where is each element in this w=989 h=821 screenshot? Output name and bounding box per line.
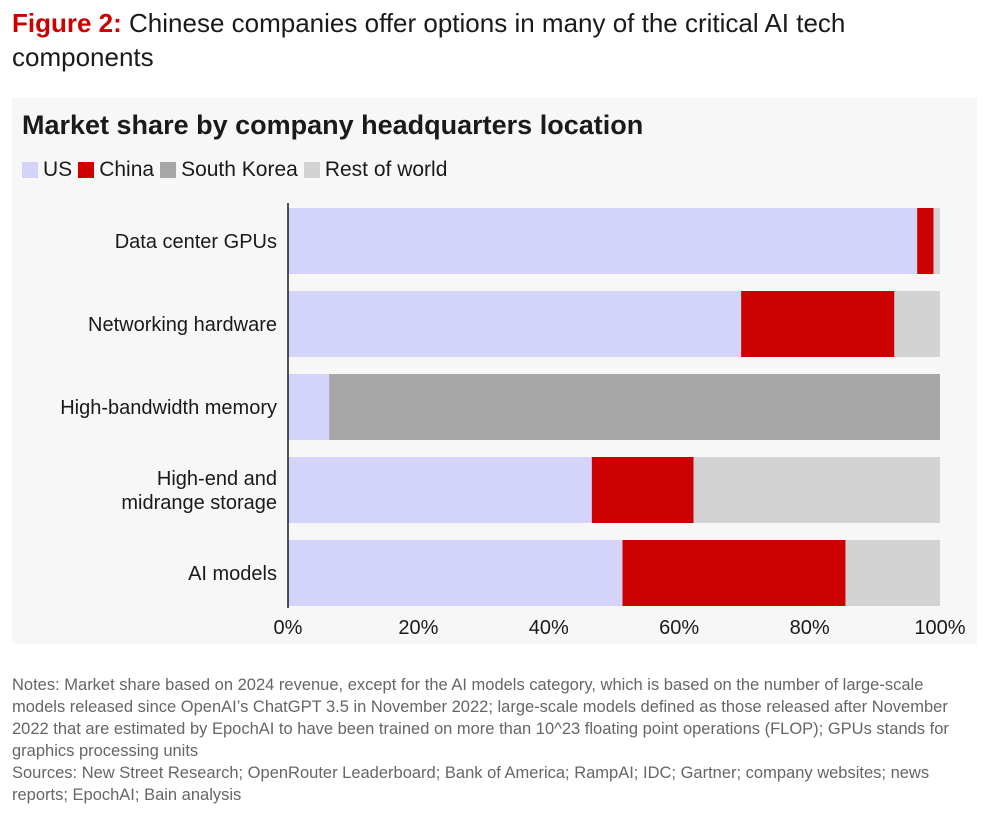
sources: Sources: New Street Research; OpenRouter… bbox=[12, 764, 930, 804]
x-tick-label-0: 0% bbox=[274, 617, 303, 639]
legend-item-0: US bbox=[22, 158, 72, 182]
legend-item-1: China bbox=[78, 158, 154, 182]
bar-3-0 bbox=[288, 457, 592, 523]
x-tick-label-1: 20% bbox=[398, 617, 438, 639]
legend-swatch-2 bbox=[160, 162, 177, 178]
legend-label-0: US bbox=[43, 158, 73, 181]
bar-2-0 bbox=[288, 374, 330, 440]
legend-label-1: China bbox=[99, 158, 155, 181]
figure-title: Figure 2: Chinese companies offer option… bbox=[12, 6, 972, 74]
legend-label-2: South Korea bbox=[181, 158, 298, 181]
x-tick-label-4: 80% bbox=[790, 617, 830, 639]
x-tick-label-5: 100% bbox=[914, 617, 965, 639]
legend: US China South Korea Rest of world bbox=[22, 158, 453, 182]
legend-label-3: Rest of world bbox=[324, 158, 448, 181]
x-tick-label-2: 40% bbox=[529, 617, 569, 639]
category-label-1: Networking hardware bbox=[88, 314, 277, 336]
bar-1-1 bbox=[741, 291, 895, 357]
notes: Notes: Market share based on 2024 revenu… bbox=[12, 676, 949, 760]
category-label-4: AI models bbox=[188, 563, 277, 585]
bar-3-3 bbox=[693, 457, 940, 523]
bar-4-1 bbox=[622, 540, 846, 606]
legend-swatch-3 bbox=[303, 162, 320, 178]
figure-label: Figure 2: bbox=[12, 8, 122, 38]
bar-1-3 bbox=[894, 291, 940, 357]
bar-0-1 bbox=[917, 208, 934, 274]
figure-title-text: Chinese companies offer options in many … bbox=[12, 8, 846, 72]
x-tick-label-3: 60% bbox=[659, 617, 699, 639]
bar-0-0 bbox=[288, 208, 918, 274]
category-label-0: Data center GPUs bbox=[115, 231, 277, 253]
category-label-3: High-end and midrange storage bbox=[121, 468, 277, 514]
legend-swatch-1 bbox=[78, 162, 95, 178]
legend-item-3: Rest of world bbox=[303, 158, 448, 182]
bar-4-3 bbox=[845, 540, 940, 606]
bar-4-0 bbox=[288, 540, 623, 606]
bar-0-3 bbox=[933, 208, 940, 274]
category-label-2: High-bandwidth memory bbox=[60, 397, 277, 419]
legend-swatch-0 bbox=[22, 162, 38, 178]
bar-1-0 bbox=[288, 291, 742, 357]
bar-3-1 bbox=[591, 457, 694, 523]
bar-2-2 bbox=[329, 374, 940, 440]
legend-item-2: South Korea bbox=[160, 158, 298, 182]
chart-title: Market share by company headquarters loc… bbox=[22, 110, 644, 140]
